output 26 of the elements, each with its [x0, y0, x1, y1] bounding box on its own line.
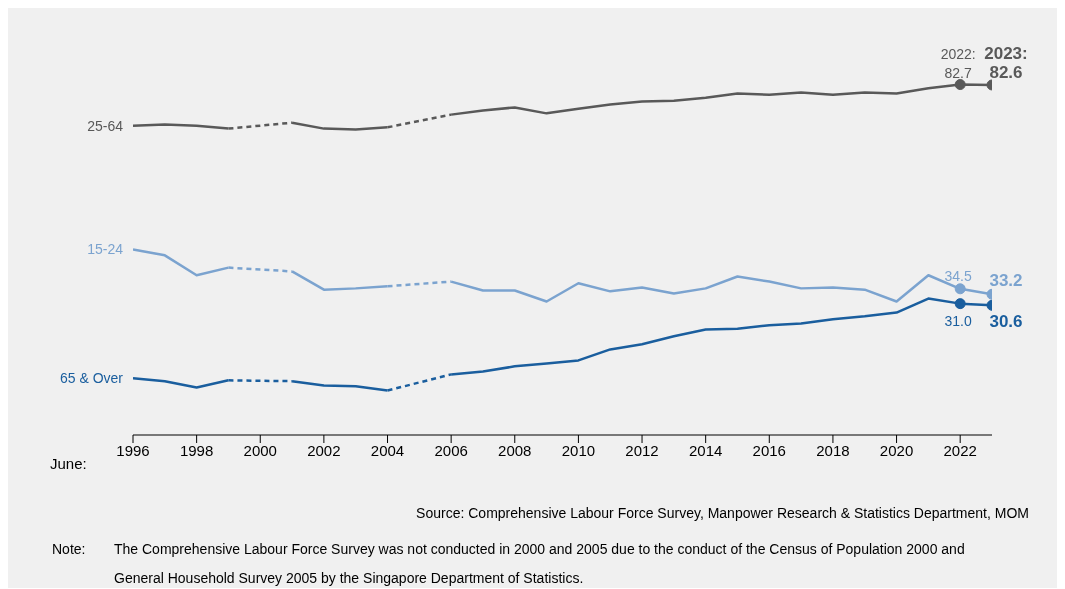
x-tick-label: 2022: [943, 441, 977, 459]
x-tick-label: 2016: [752, 441, 786, 459]
series-label: 65 & Over: [59, 370, 124, 387]
data-label: 2022: 82.7: [940, 45, 976, 81]
x-tick-label: 2004: [370, 441, 405, 459]
x-tick-label: 2012: [625, 441, 659, 459]
x-tick-label: 1996: [116, 441, 150, 459]
series-label: 15-24: [87, 241, 124, 258]
x-tick-label: 2018: [816, 441, 850, 459]
data-label: 34.5: [944, 267, 973, 284]
x-tick-label: 2010: [561, 441, 596, 459]
data-label: 31.0: [944, 312, 973, 329]
series-label: 25-64: [87, 117, 124, 134]
x-tick-label: 1998: [179, 441, 214, 459]
x-tick-label: 2020: [879, 441, 914, 459]
data-label: 2023: 82.6: [984, 43, 1028, 82]
x-tick-label: 2000: [243, 441, 277, 459]
x-axis-title: June:: [50, 455, 87, 472]
x-tick-label: 2006: [434, 441, 468, 459]
x-tick-label: 2014: [688, 441, 723, 459]
x-tick-label: 2002: [307, 441, 341, 459]
data-label: 33.2: [989, 271, 1023, 291]
x-tick-label: 2008: [498, 441, 532, 459]
source-note: Source: Comprehensive Labour Force Survey, Manpower Research & Statistics Department, MOM: [416, 505, 1029, 521]
data-label: 30.6: [989, 312, 1023, 332]
text: Note: The Comprehensive Labour Force Survey was not conducted in 2000 and 2005 due to the conduct of the Census of Population 2000 and General Household Survey 2005 by the Singapore Department of Statistics.: [52, 541, 965, 586]
